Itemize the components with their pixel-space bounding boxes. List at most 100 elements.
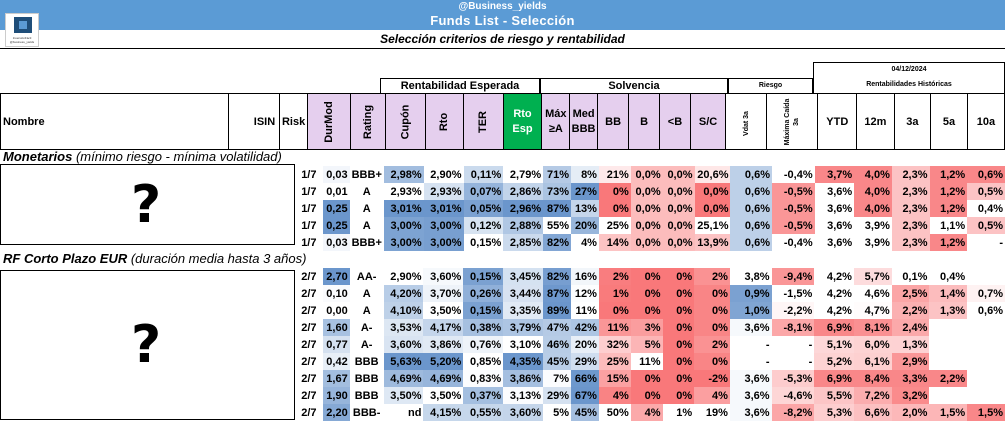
cell-maxcaida: -1,5%: [771, 285, 815, 302]
cell-vdat: 3,8%: [729, 268, 772, 285]
cell-3a: 0,1%: [891, 268, 930, 285]
cell-b: 0%: [630, 285, 663, 302]
cell-vdat: -: [765, 338, 770, 351]
cell-3a: 2,9%: [891, 353, 930, 370]
cell-ter: 0,37%: [463, 387, 504, 404]
cell-5a: [929, 353, 967, 370]
cell-sc: 0,0%: [694, 200, 731, 217]
cell-rto-esp: 3,44%: [503, 285, 544, 302]
cell-cupon: nd: [408, 406, 422, 419]
table-row: 2/7 0,10 A 4,20% 3,70% 0,26% 3,44% 87% 12% 1% 0% 0%…: [295, 285, 1005, 302]
cell-sc: 25,1%: [694, 217, 731, 234]
cell-cupon: 2,98%: [383, 166, 424, 183]
table-row: 1/7 0,25 A 3,00% 3,00% 0,12% 2,88% 55% 20% 25% 0,0…: [295, 217, 1005, 234]
col-12m: 12m: [856, 93, 895, 150]
group-solvencia: Solvencia: [540, 78, 728, 93]
logo-text: InversiónFácil: [12, 36, 32, 40]
cell-10a: [967, 387, 1005, 404]
cell-risk: 2/7: [301, 270, 317, 283]
cell-bb: 14%: [598, 234, 631, 251]
cell-ltb: 0%: [662, 353, 695, 370]
cell-rto: 4,15%: [423, 404, 464, 421]
rfcorto-table: 2/7 2,70 AA- 2,90% 3,60% 0,15% 3,45% 82% 16% 2% 0%…: [295, 268, 1005, 421]
col-cupon: Cupón: [384, 93, 426, 150]
cell-ter: 0,15%: [463, 302, 504, 319]
cell-risk: 1/7: [301, 168, 317, 181]
cell-rto-esp: 3,35%: [503, 302, 544, 319]
cell-rating: BBB-: [352, 406, 381, 419]
cell-cupon: 2,90%: [383, 268, 424, 285]
cell-cupon: 3,00%: [383, 217, 424, 234]
cell-rating: A-: [360, 338, 373, 351]
cell-12m: 4,6%: [853, 285, 892, 302]
cell-maxcaida: -: [808, 338, 813, 351]
cell-rating: A: [362, 219, 371, 232]
cell-rating: A: [362, 304, 371, 317]
cell-rating: A-: [360, 321, 373, 334]
cell-10a: -: [999, 236, 1003, 249]
col-bb: BB: [596, 93, 630, 150]
table-row: 2/7 0,42 BBB 5,63% 5,20% 0,85% 4,35% 45% 29% 25% 1…: [295, 353, 1005, 370]
question-mark-icon: ?: [131, 175, 162, 235]
cell-ltb: 0,0%: [662, 183, 695, 200]
cell-med-bbb: 4%: [571, 234, 599, 251]
cell-max-a: 47%: [543, 319, 571, 336]
cell-ytd: 3,6%: [814, 234, 855, 251]
cell-ltb: 0,0%: [662, 200, 695, 217]
cell-b: 0,0%: [630, 217, 663, 234]
cell-cupon: 3,00%: [383, 234, 424, 251]
cell-med-bbb: 20%: [571, 217, 599, 234]
col-max-a: Máx ≥A: [541, 93, 571, 150]
cell-5a: [929, 319, 967, 336]
cell-3a: 3,2%: [891, 387, 930, 404]
cell-ltb: 1%: [662, 404, 695, 421]
cell-ltb: 0,0%: [662, 217, 695, 234]
cell-sc: 4%: [694, 387, 730, 404]
cell-3a: 2,2%: [891, 302, 930, 319]
col-3a: 3a: [893, 93, 932, 150]
cell-vdat: 0,6%: [730, 217, 772, 234]
cell-rto-esp: 4,35%: [503, 353, 544, 370]
col-sc: S/C: [690, 93, 727, 150]
table-row: 2/7 1,90 BBB 3,50% 3,50% 0,37% 3,13% 29% 67% 4% 0%…: [295, 387, 1005, 404]
cell-b: 0%: [630, 302, 663, 319]
cell-bb: 15%: [598, 370, 631, 387]
cell-rto-esp: 3,10%: [503, 336, 544, 353]
cell-max-a: 45%: [543, 353, 571, 370]
cell-bb: 0%: [598, 200, 631, 217]
cell-cupon: 4,10%: [383, 302, 424, 319]
cell-3a: 2,0%: [891, 404, 930, 421]
cell-vdat: 3,6%: [729, 404, 772, 421]
cell-max-a: 46%: [543, 336, 571, 353]
cell-med-bbb: 29%: [571, 353, 599, 370]
cell-ytd: 6,9%: [814, 319, 854, 336]
cell-ter: 0,38%: [463, 319, 504, 336]
cell-durmod: 2,70: [322, 268, 350, 285]
cell-max-a: 5%: [543, 404, 571, 421]
cell-b: 0%: [630, 370, 663, 387]
cell-ytd: 5,2%: [814, 353, 854, 370]
cell-vdat: 0,9%: [729, 285, 772, 302]
cell-3a: 2,3%: [891, 183, 930, 200]
cell-cupon: 3,01%: [383, 200, 424, 217]
cell-10a: 0,6%: [967, 302, 1005, 319]
cell-vdat: 3,6%: [729, 370, 772, 387]
cell-12m: 8,4%: [853, 370, 892, 387]
cell-sc: 0%: [694, 353, 730, 370]
cell-maxcaida: -0,5%: [772, 200, 815, 217]
col-risk: Risk: [279, 93, 308, 150]
cell-rto-esp: 3,60%: [503, 404, 544, 421]
cell-5a: 1,2%: [929, 166, 968, 183]
cell-ytd: 4,2%: [814, 302, 854, 319]
cell-ytd: 3,7%: [814, 166, 855, 183]
cell-med-bbb: 27%: [571, 183, 599, 200]
group-riesgo: Riesgo: [728, 78, 813, 93]
cell-rto: 5,20%: [423, 353, 464, 370]
cell-5a: [929, 387, 967, 404]
cell-med-bbb: 12%: [571, 285, 599, 302]
col-nombre: Nombre: [0, 93, 229, 150]
monetarios-table: 1/7 0,03 BBB+ 2,98% 2,90% 0,11% 2,79% 71% 8% 21% 0…: [295, 166, 1005, 251]
cell-rating: BBB: [354, 372, 379, 385]
logo-handle: @business_yields: [9, 40, 35, 44]
cell-rating: BBB: [354, 355, 379, 368]
